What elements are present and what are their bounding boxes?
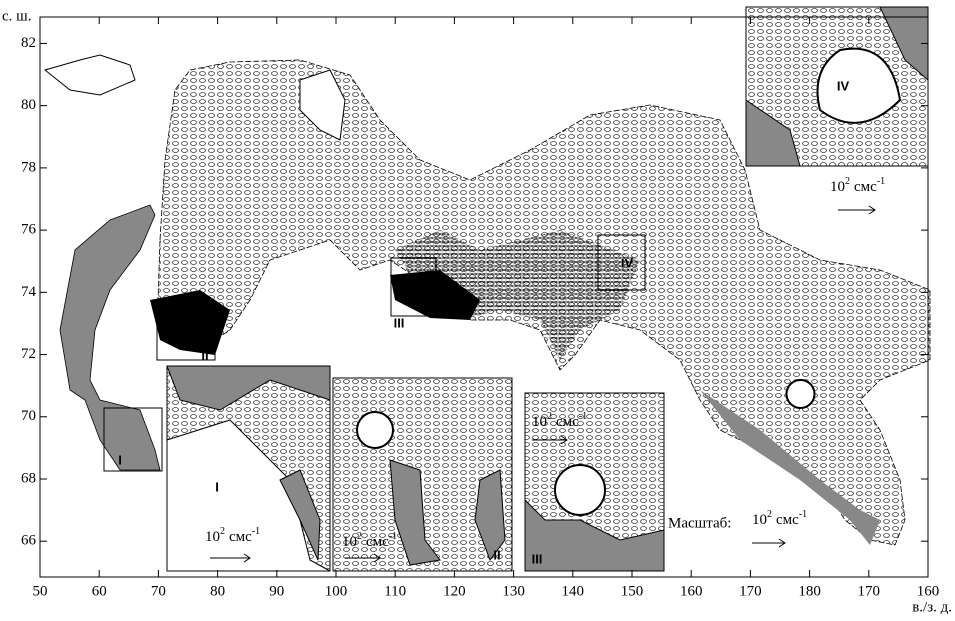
region-label: IV [837,78,850,93]
y-tick-label: 70 [21,408,36,424]
y-tick-label: 76 [21,222,37,238]
scale-label-part: 2 [767,509,772,520]
map-figure: с. ш. в./з. д. Масштаб: 50 60 70 80 90 100 110… [0,0,955,621]
region-label: I [215,479,219,494]
x-tick-label: 170 [858,583,881,599]
x-tick-label: 160 [680,583,703,599]
y-tick-label: 74 [21,284,37,300]
scale-label-part: смс [556,414,579,430]
x-tick-label: 150 [621,583,644,599]
x-tick-label: 60 [92,583,107,599]
scale-label-part: смс [776,512,799,528]
x-tick-label: 160 [917,583,940,599]
x-tick-label: 170 [739,583,762,599]
x-tick-label: 70 [151,583,166,599]
x-tick-label: 80 [210,583,225,599]
region-label: II [493,547,500,562]
scale-label: 102 смс-1 [830,176,885,195]
x-tick-label: 140 [562,583,585,599]
scale-label-part: смс [854,179,877,195]
x-tick-label: 110 [384,583,406,599]
y-tick-label: 68 [21,470,36,486]
x-tick-label: 180 [798,583,821,599]
scale-label-part: 2 [357,531,362,542]
y-tick-label: 78 [21,159,36,175]
region-label: III [394,315,405,330]
region-label: IV [621,255,634,270]
scale-label: 102 смс-1 [752,509,807,528]
y-tick-label: 72 [21,346,36,362]
x-tick-label: 100 [325,583,348,599]
scale-label-part: смс [366,534,389,550]
region-label: II [201,347,208,362]
region-label: III [532,551,543,566]
y-axis-label: с. ш. [2,8,31,24]
x-tick-label: 90 [269,583,284,599]
y-tick-label: 66 [21,533,37,549]
scale-legend: Масштаб: [668,515,731,531]
scale-label-part: -1 [389,531,397,542]
scale-label-part: 10 [752,512,767,528]
x-tick-label: 120 [443,583,466,599]
x-tick-label: 50 [33,583,48,599]
scale-label-part: 2 [845,176,850,187]
scale-label-part: -1 [579,411,587,422]
scale-label-part: -1 [252,526,260,537]
scale-label-part: 10 [342,534,357,550]
scale-label-part: -1 [799,509,807,520]
scale-label-part: 10 [830,179,845,195]
scale-label-part: смс [229,529,252,545]
scale-label-part: 2 [547,411,552,422]
scale-label-part: -1 [877,176,885,187]
scale-label-part: 10 [532,414,547,430]
scale-label-part: 2 [220,526,225,537]
y-tick-label: 80 [21,97,36,113]
scale-label-part: 10 [205,529,220,545]
x-axis-label: в./з. д. [912,599,952,615]
x-tick-label: 130 [502,583,525,599]
region-label: I [118,452,122,467]
y-tick-label: 82 [21,35,36,51]
